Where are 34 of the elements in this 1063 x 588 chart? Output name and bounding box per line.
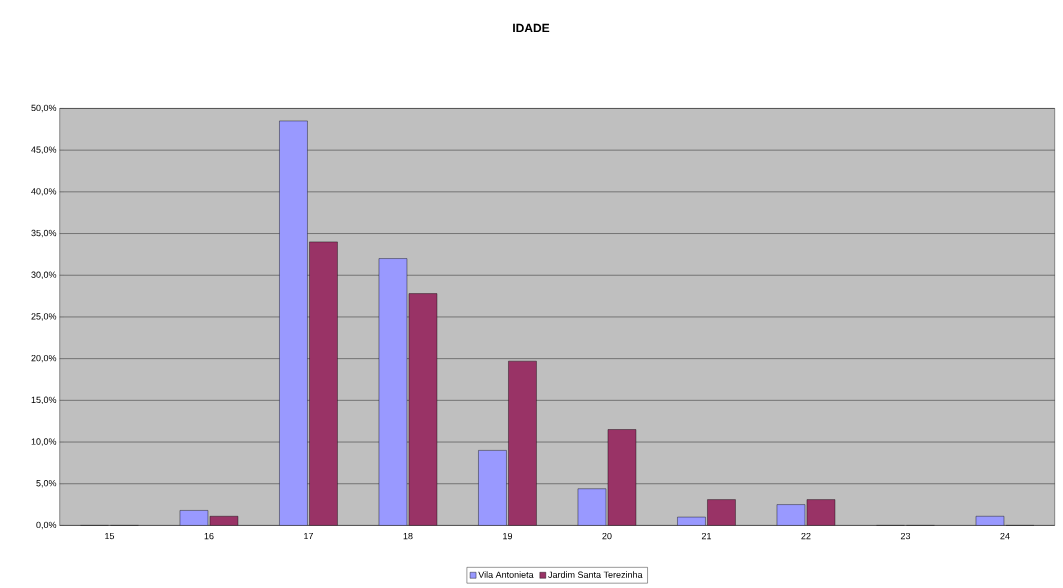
bar	[577, 488, 607, 526]
y-tick-label: 40,0%	[31, 188, 57, 196]
x-tick-label: 21	[701, 532, 712, 540]
bar	[309, 241, 338, 526]
bar	[279, 120, 308, 526]
bar	[508, 360, 537, 526]
legend-label: Vila Antonieta	[478, 571, 534, 578]
y-tick-label: 45,0%	[31, 146, 57, 154]
y-tick-label: 35,0%	[31, 229, 57, 238]
x-tick-label: 24	[1000, 532, 1010, 540]
y-tick-label: 10,0%	[31, 438, 57, 446]
bar	[607, 429, 637, 526]
y-tick-label: 50,0%	[31, 104, 57, 113]
y-tick-label: 20,0%	[31, 354, 57, 363]
y-tick-label: 30,0%	[31, 271, 57, 279]
y-tick-label: 25,0%	[31, 313, 57, 321]
x-tick-label: 18	[403, 532, 413, 540]
bar	[378, 258, 408, 526]
x-tick-label: 16	[204, 532, 214, 540]
x-tick-label: 19	[503, 532, 513, 540]
x-tick-label: 17	[304, 532, 314, 540]
bar	[478, 450, 507, 526]
x-tick-label: 23	[900, 532, 911, 540]
x-tick-label: 20	[602, 532, 612, 540]
y-tick-label: 15,0%	[31, 396, 57, 405]
chart-title: IDADE	[513, 23, 550, 33]
x-tick-label: 15	[105, 532, 115, 540]
bar	[806, 499, 836, 526]
bar	[707, 499, 736, 526]
y-tick-label: 0,0%	[36, 521, 57, 530]
y-tick-label: 5,0%	[36, 480, 57, 488]
x-tick-label: 22	[801, 532, 811, 540]
bar	[408, 293, 438, 526]
legend-label: Jardim Santa Terezinha	[548, 571, 643, 578]
